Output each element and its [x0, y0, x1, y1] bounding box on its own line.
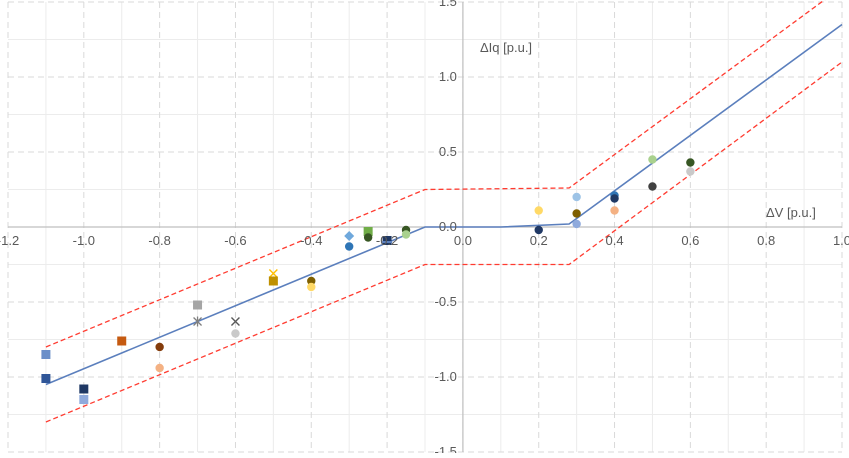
x-tick-label: 0.0	[454, 233, 472, 248]
x-axis-label: ΔV [p.u.]	[766, 205, 816, 220]
data-point	[155, 342, 164, 352]
y-tick-label: 1.0	[439, 69, 457, 84]
data-point	[344, 231, 355, 241]
data-points	[41, 155, 695, 404]
data-point	[363, 227, 373, 236]
tolerance-lower-line	[45, 61, 843, 423]
data-point	[686, 158, 695, 167]
tolerance-upper-line	[45, 0, 826, 348]
data-point	[382, 236, 392, 245]
data-point	[268, 276, 278, 286]
x-tick-label: 1.0	[833, 233, 849, 248]
x-tick-label: 0.4	[606, 233, 624, 248]
y-axis-label: ΔIq [p.u.]	[480, 40, 532, 55]
y-tick-label: 0.5	[439, 144, 457, 159]
data-point	[155, 363, 164, 373]
data-point	[534, 206, 543, 215]
reference-curve	[45, 23, 843, 386]
y-tick-label: 1.5	[439, 0, 457, 9]
y-tick-label: -0.5	[435, 294, 457, 309]
data-point	[572, 192, 581, 202]
data-point	[648, 155, 657, 164]
x-tick-label: 0.2	[530, 233, 548, 248]
x-tick-label: -1.0	[73, 233, 95, 248]
data-point	[344, 242, 354, 251]
x-tick-label: 0.8	[757, 233, 775, 248]
data-point	[610, 194, 619, 203]
x-tick-label: 0.6	[681, 233, 699, 248]
data-point	[572, 209, 581, 218]
data-point	[41, 350, 51, 359]
data-point	[534, 225, 543, 235]
data-point	[307, 276, 316, 286]
data-point	[231, 329, 240, 338]
x-tick-label: -0.8	[148, 233, 170, 248]
data-point	[79, 384, 89, 394]
data-point	[79, 395, 89, 404]
x-tick-label: -0.6	[224, 233, 246, 248]
data-point	[307, 282, 316, 292]
x-tick-label: -1.2	[0, 233, 19, 248]
data-point	[572, 219, 581, 229]
data-point	[363, 233, 373, 242]
data-point	[686, 167, 695, 176]
tolerance-band	[45, 0, 843, 423]
data-point	[610, 206, 619, 215]
reference-curve-group	[45, 23, 843, 386]
data-point	[230, 317, 240, 326]
data-point	[193, 300, 203, 310]
data-point	[268, 269, 278, 278]
x-tick-label: -0.2	[376, 233, 398, 248]
y-tick-label: -1.5	[435, 444, 457, 453]
data-point	[117, 336, 127, 346]
data-point	[401, 230, 411, 239]
data-point	[648, 182, 657, 191]
y-tick-label: -1.0	[435, 369, 457, 384]
data-point	[41, 374, 51, 383]
data-point	[193, 316, 203, 327]
y-tick-label: 0.0	[439, 219, 457, 234]
x-tick-label: -0.4	[300, 233, 322, 248]
